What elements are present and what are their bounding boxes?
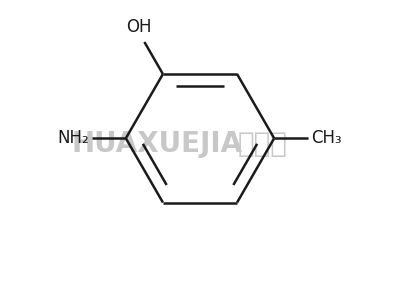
Text: HUAXUEJIA: HUAXUEJIA: [72, 130, 243, 158]
Text: 化学加: 化学加: [238, 130, 288, 158]
Text: NH₂: NH₂: [57, 129, 89, 147]
Text: CH₃: CH₃: [311, 129, 342, 147]
Text: OH: OH: [126, 18, 152, 36]
